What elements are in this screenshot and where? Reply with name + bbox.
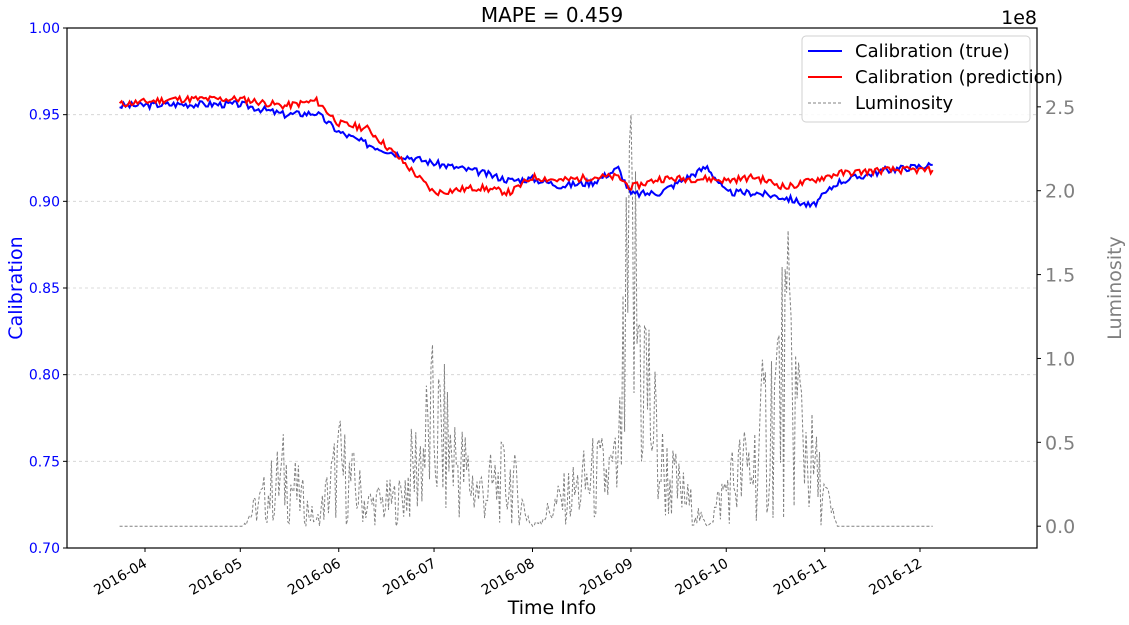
x-tick-label: 2016-10 <box>673 556 732 599</box>
left-tick-label: 0.90 <box>29 194 60 210</box>
luminosity-line <box>119 114 933 527</box>
right-tick-label: 0.0 <box>1045 516 1075 538</box>
left-axis-ticks: 0.70 0.75 0.80 0.85 0.90 0.95 1.00 <box>29 21 67 557</box>
left-tick-label: 0.95 <box>29 108 60 124</box>
left-tick-label: 1.00 <box>29 21 60 37</box>
left-tick-label: 0.85 <box>29 281 60 297</box>
x-tick-label: 2016-12 <box>866 556 925 599</box>
left-tick-label: 0.80 <box>29 368 60 384</box>
x-tick-label: 2016-07 <box>380 556 439 599</box>
x-tick-label: 2016-04 <box>91 556 150 599</box>
right-tick-label: 0.5 <box>1045 432 1075 454</box>
right-tick-label: 1.0 <box>1045 348 1075 370</box>
chart-title: MAPE = 0.459 <box>481 3 623 27</box>
left-tick-label: 0.75 <box>29 454 60 470</box>
right-axis-offset: 1e8 <box>1001 7 1037 29</box>
legend: Calibration (true) Calibration (predicti… <box>801 35 1063 123</box>
legend-label-luminosity: Luminosity <box>855 93 954 114</box>
right-tick-label: 2.0 <box>1045 181 1075 203</box>
x-axis-label: Time Info <box>507 597 597 619</box>
calibration-true-line <box>119 99 933 209</box>
left-axis-label: Calibration <box>5 236 27 339</box>
gridlines <box>67 114 1037 462</box>
calibration-prediction-line <box>118 94 934 198</box>
x-axis-ticks: 2016-04 2016-05 2016-06 2016-07 2016-08 2016-… <box>91 548 925 599</box>
luminosity-series <box>119 114 933 527</box>
x-tick-label: 2016-08 <box>479 556 538 599</box>
legend-box <box>801 35 1031 123</box>
left-tick-label: 0.70 <box>29 541 60 557</box>
x-tick-label: 2016-06 <box>285 556 344 599</box>
x-tick-label: 2016-09 <box>577 556 636 599</box>
right-tick-label: 2.5 <box>1045 97 1075 119</box>
right-axis-ticks: 0.0 0.5 1.0 1.5 2.0 2.5 <box>1037 97 1075 538</box>
calibration-series <box>118 94 934 209</box>
right-axis-label: Luminosity <box>1104 236 1126 340</box>
right-tick-label: 1.5 <box>1045 265 1075 287</box>
x-tick-label: 2016-05 <box>187 556 246 599</box>
legend-label-prediction: Calibration (prediction) <box>855 67 1063 88</box>
legend-label-true: Calibration (true) <box>855 41 1010 62</box>
x-tick-label: 2016-11 <box>771 556 830 599</box>
